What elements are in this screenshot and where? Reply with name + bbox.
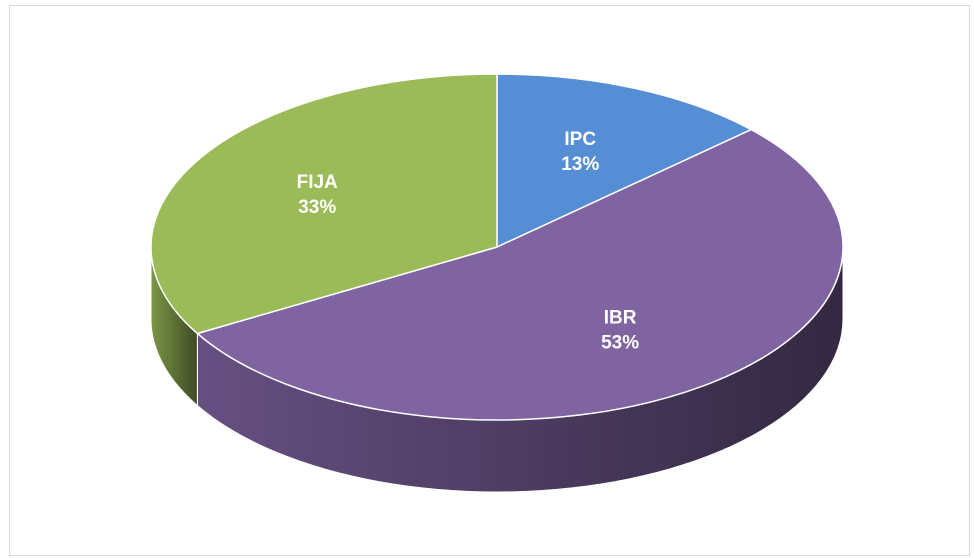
data-labels: IPC 13% IBR 53% FIJA 33% — [297, 129, 640, 354]
slice-label-value: 53% — [601, 333, 639, 354]
slice-label-value: 13% — [561, 154, 599, 175]
slice-label-name: IPC — [564, 129, 596, 150]
pie-slice — [195, 128, 844, 421]
slice-label-value: 33% — [298, 197, 336, 218]
slice-label-name: IBR — [604, 308, 637, 329]
pie-slice — [150, 73, 498, 335]
pie-slice — [496, 73, 753, 249]
slice-label-name: FIJA — [297, 172, 338, 193]
pie-tops — [150, 73, 844, 421]
